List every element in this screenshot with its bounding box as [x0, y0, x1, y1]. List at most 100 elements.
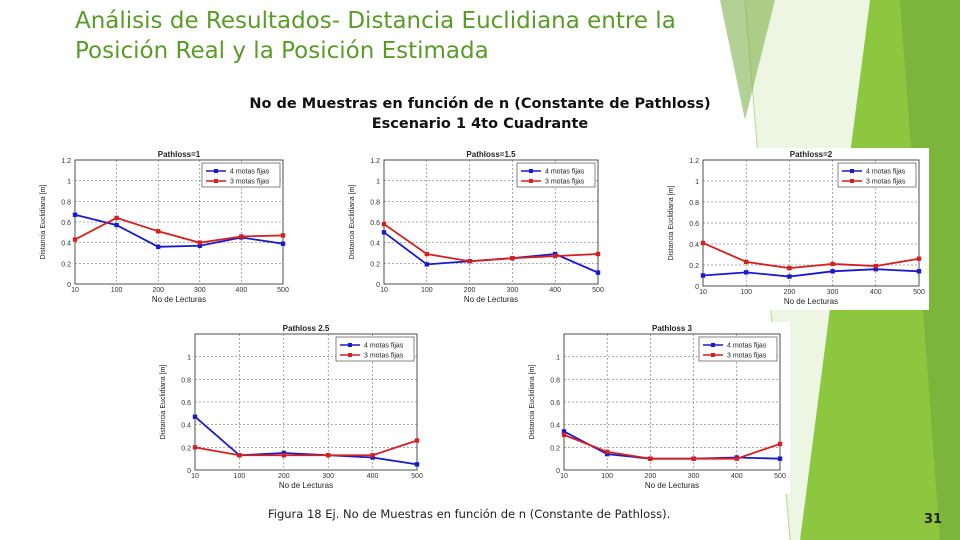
data-point [281, 450, 286, 456]
data-point [370, 453, 375, 458]
data-point [237, 453, 242, 458]
x-tick-label: 400 [236, 287, 248, 294]
legend-swatch-marker [214, 179, 218, 183]
y-tick-label: 0.4 [550, 423, 560, 430]
data-point [467, 259, 472, 264]
x-tick-label: 400 [549, 287, 561, 294]
legend-swatch-marker [348, 343, 352, 347]
subtitle-line2: Escenario 1 4to Cuadrante [371, 116, 589, 132]
legend-swatch-marker [850, 179, 854, 183]
y-tick-label: 0.6 [181, 400, 191, 407]
slide-title: Análisis de Resultados- Distancia Euclid… [75, 6, 775, 66]
data-point [414, 438, 420, 443]
data-point [510, 255, 515, 261]
y-tick-label: 1.2 [689, 158, 699, 165]
data-point [424, 262, 429, 267]
legend-swatch-marker [850, 169, 854, 173]
series-line [702, 242, 920, 270]
chart-svg: 0 0.2 0.4 0.6 0.8 1 1.2 10 100 200 300 400 500 Pathlo… [668, 150, 925, 306]
x-tick-label: 100 [234, 473, 246, 480]
y-tick-label: 0.4 [181, 423, 191, 430]
y-tick-label: 0.8 [370, 199, 380, 206]
x-tick-label: 500 [774, 473, 786, 480]
chart-title: Pathloss=1.5 [466, 150, 516, 159]
legend-label: 4 motas fijas [364, 343, 404, 350]
y-tick-label: 1 [556, 355, 560, 362]
x-tick-label: 10 [191, 473, 199, 480]
legend-label: 3 motas fijas [364, 353, 404, 360]
x-tick-label: 10 [560, 473, 568, 480]
data-point [381, 221, 387, 227]
y-tick-label: 0 [187, 468, 191, 475]
slide-subtitle: No de Muestras en función de n (Constant… [215, 94, 745, 134]
data-point [280, 233, 286, 238]
x-tick-label: 300 [194, 287, 206, 294]
x-tick-label: 300 [322, 473, 334, 480]
series-line [563, 434, 781, 460]
legend-label: 3 motas fijas [727, 353, 767, 360]
data-point [114, 215, 119, 221]
legend-label: 3 motas fijas [866, 179, 906, 186]
y-tick-label: 0.8 [550, 377, 560, 384]
data-point [381, 230, 387, 235]
y-tick-label: 0.4 [689, 242, 699, 249]
data-point [605, 449, 610, 455]
data-point [830, 261, 835, 267]
legend-label: 4 motas fijas [727, 343, 767, 350]
x-tick-label: 500 [913, 289, 925, 296]
series-line [74, 216, 284, 244]
x-axis-label: No de Lecturas [152, 295, 206, 304]
x-tick-label: 100 [421, 287, 433, 294]
chart-title: Pathloss=1 [158, 150, 201, 159]
legend-label: 4 motas fijas [866, 169, 906, 176]
y-tick-label: 1 [695, 179, 699, 186]
data-point [787, 274, 792, 279]
x-tick-label: 400 [870, 289, 882, 296]
chart-pathloss-2-5: 0 0.2 0.4 0.6 0.8 1 10 100 200 300 400 500 Pathloss … [155, 322, 427, 494]
x-tick-label: 300 [827, 289, 839, 296]
chart-title: Pathloss 2.5 [283, 324, 330, 333]
y-tick-label: 0.2 [370, 261, 380, 268]
data-point [691, 456, 696, 461]
x-tick-label: 200 [784, 289, 796, 296]
data-point [700, 273, 706, 278]
data-point [777, 441, 783, 447]
y-axis-label: Distancia Euclidiana [m] [529, 365, 536, 440]
data-point [744, 259, 749, 265]
y-axis-label: Distancia Euclidiana [m] [160, 365, 167, 440]
figure-caption: Figura 18 Ej. No de Muestras en función … [268, 507, 671, 521]
series-line [194, 416, 418, 466]
x-tick-label: 400 [367, 473, 379, 480]
chart-pathloss-1: 0 0.2 0.4 0.6 0.8 1 1.2 10 100 200 300 400 500 Pathlo… [35, 148, 293, 308]
series-line [194, 439, 418, 457]
x-tick-label: 500 [277, 287, 289, 294]
y-tick-label: 0.6 [689, 221, 699, 228]
chart-svg: 0 0.2 0.4 0.6 0.8 1 10 100 200 300 400 500 Pathloss … [160, 324, 423, 490]
y-tick-label: 0.2 [181, 445, 191, 452]
data-point [561, 432, 567, 438]
y-tick-label: 0 [67, 282, 71, 289]
data-point [734, 456, 739, 461]
data-point [561, 429, 567, 434]
y-tick-label: 1 [67, 179, 71, 186]
chart-title: Pathloss 3 [652, 324, 693, 333]
series-line [74, 213, 284, 248]
data-point [192, 414, 198, 419]
data-point [72, 212, 78, 217]
data-point [156, 244, 161, 249]
legend-swatch-marker [529, 169, 533, 173]
series-line [702, 268, 920, 278]
x-axis-label: No de Lecturas [279, 481, 333, 490]
y-axis-label: Distancia Euclidiana [m] [349, 185, 356, 260]
data-point [916, 256, 922, 261]
legend-label: 3 motas fijas [230, 179, 270, 186]
data-point [156, 229, 161, 234]
y-tick-label: 0.6 [370, 220, 380, 227]
x-tick-label: 10 [380, 287, 388, 294]
data-point [873, 267, 878, 272]
y-tick-label: 0 [695, 284, 699, 291]
x-axis-label: No de Lecturas [784, 297, 838, 306]
chart-pathloss-1-5: 0 0.2 0.4 0.6 0.8 1 1.2 10 100 200 300 400 500 Pathlo… [344, 148, 608, 308]
y-axis-label: Distancia Euclidiana [m] [668, 186, 675, 261]
data-point [553, 253, 558, 259]
